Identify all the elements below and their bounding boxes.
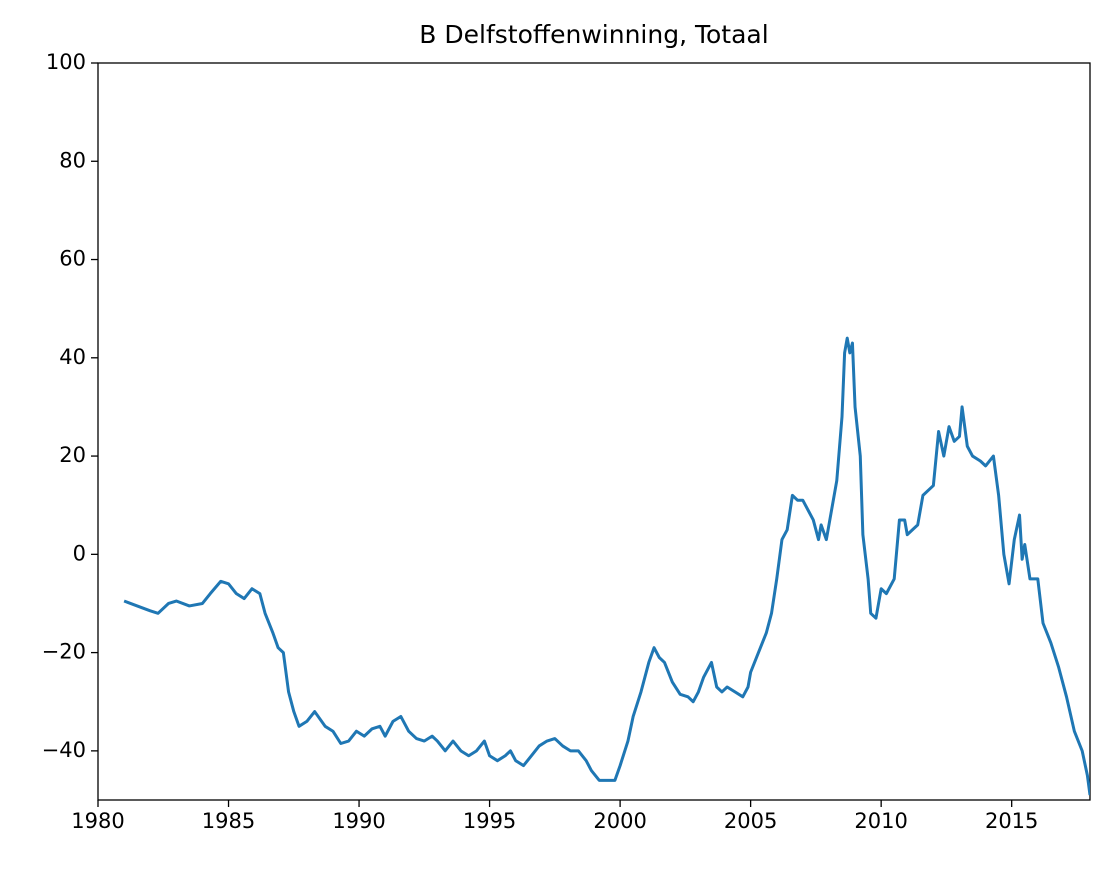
x-tick-label: 1980 bbox=[71, 809, 124, 833]
x-tick-label: 1985 bbox=[202, 809, 255, 833]
y-tick-label: 0 bbox=[73, 541, 86, 565]
x-tick-label: 2015 bbox=[985, 809, 1038, 833]
y-tick-label: 40 bbox=[59, 345, 86, 369]
y-tick-label: 100 bbox=[46, 50, 86, 74]
y-tick-label: −20 bbox=[42, 640, 86, 664]
x-tick-label: 2005 bbox=[724, 809, 777, 833]
x-tick-label: 2010 bbox=[854, 809, 907, 833]
y-tick-label: −40 bbox=[42, 738, 86, 762]
y-tick-label: 80 bbox=[59, 148, 86, 172]
x-tick-label: 1995 bbox=[463, 809, 516, 833]
x-tick-label: 1990 bbox=[332, 809, 385, 833]
y-tick-label: 60 bbox=[59, 247, 86, 271]
y-tick-label: 20 bbox=[59, 443, 86, 467]
chart-title: B Delfstoffenwinning, Totaal bbox=[419, 20, 768, 49]
data-line bbox=[123, 336, 1090, 796]
x-tick-label: 2000 bbox=[593, 809, 646, 833]
plot-frame bbox=[97, 62, 1091, 801]
